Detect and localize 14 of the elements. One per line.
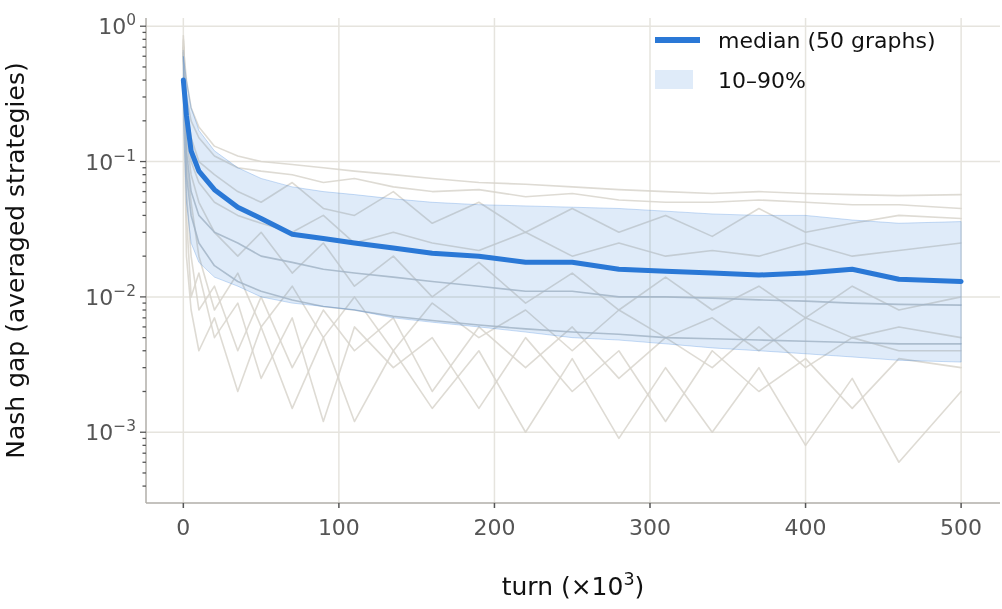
x-tick-label: 400 <box>784 515 827 540</box>
y-tick-label: 10$^{−2}$ <box>85 281 136 310</box>
y-tick-label: 10$^{−1}$ <box>85 146 136 175</box>
x-tick-label: 0 <box>176 515 191 540</box>
y-tick-label: 10$^{0}$ <box>98 11 136 40</box>
x-tick-label: 500 <box>940 515 983 540</box>
annotation: 10–90% <box>718 68 806 93</box>
y-axis-title: Nash gap (averaged strategies) <box>1 62 30 459</box>
x-axis-title: turn (×10$^{3}$) <box>501 569 645 601</box>
x-tick-label: 200 <box>473 515 516 540</box>
x-tick-label: 100 <box>317 515 360 540</box>
y-tick-label: 10$^{−3}$ <box>85 417 136 446</box>
x-tick-label: 300 <box>629 515 671 540</box>
legend-label: median (50 graphs) <box>718 28 936 53</box>
